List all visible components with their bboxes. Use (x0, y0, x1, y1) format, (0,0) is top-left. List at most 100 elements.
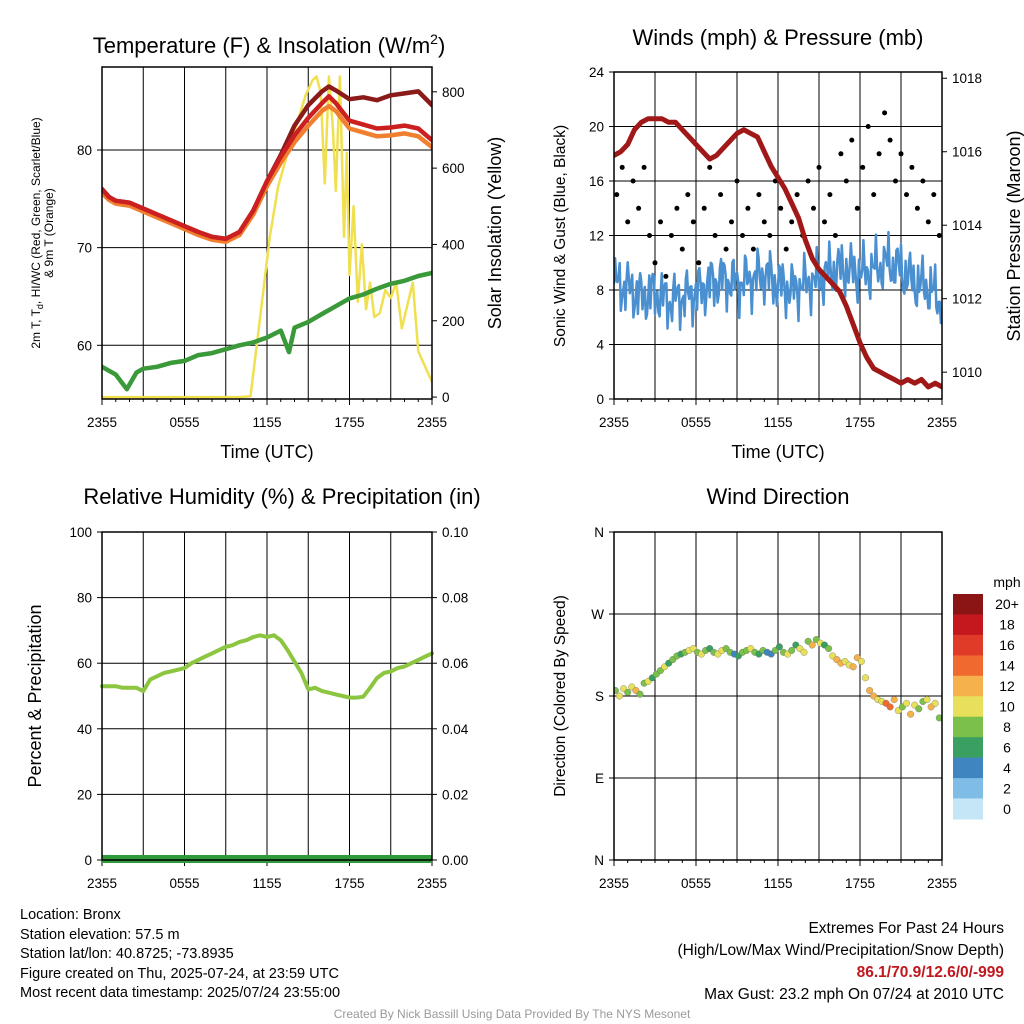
gust-point (783, 246, 789, 252)
y-tick-label: 60 (77, 656, 92, 671)
gust-point (636, 205, 642, 211)
gust-point (925, 219, 931, 225)
x-tick-label: 2355 (599, 415, 629, 430)
x-tick-label: 1755 (334, 415, 364, 430)
y2-tick-label: 0.10 (442, 525, 468, 540)
series-solar-insolation (102, 75, 432, 399)
gust-point (674, 205, 680, 211)
gust-point (707, 164, 713, 170)
gust-point (641, 164, 647, 170)
gust-point (647, 233, 652, 238)
gust-point (898, 151, 904, 157)
gust-point (893, 178, 898, 184)
y2-tick-label: 1010 (952, 365, 982, 380)
direction-point (616, 692, 623, 700)
colorbar-swatch (953, 778, 983, 800)
y-tick-label: N (594, 525, 604, 540)
extremes-panel: Extremes For Past 24 Hours (High/Low/Max… (678, 918, 1005, 1006)
direction-point (903, 699, 910, 707)
y2-axis-label: Station Pressure (Maroon) (1004, 130, 1024, 341)
direction-point (862, 674, 869, 682)
colorbar-label: 8 (1003, 719, 1011, 735)
y-tick-label: N (594, 853, 604, 868)
direction-point (808, 641, 816, 649)
gust-point (652, 260, 658, 266)
gust-point (822, 219, 827, 225)
y2-tick-label: 0.08 (442, 591, 468, 606)
gust-point (843, 178, 849, 184)
gust-point (805, 178, 811, 184)
y-tick-label: 4 (596, 338, 604, 353)
colorbar-label: 10 (999, 699, 1015, 715)
colorbar-swatch (953, 614, 983, 636)
x-tick-label: 1755 (334, 876, 364, 891)
panel-wind-direction: N E S W N 2355 0555 1155 1755 2355 Wind Direction D… (552, 484, 1021, 891)
direction-point (923, 696, 931, 704)
colorbar-label: 0 (1003, 801, 1011, 817)
direction-points (614, 636, 942, 722)
y2-tick-label: 0.02 (442, 787, 468, 802)
colorbar-swatch (953, 634, 983, 656)
y2-tick-label: 1018 (952, 71, 982, 86)
x-axis-label: Time (UTC) (220, 442, 313, 462)
colorbar-swatch (953, 655, 983, 677)
chart-title: Relative Humidity (%) & Precipitation (i… (83, 484, 480, 509)
chart-title: Temperature (F) & Insolation (W/m2) (93, 31, 446, 58)
extremes-title: Extremes For Past 24 Hours (808, 920, 1004, 937)
y-tick-label: 0 (596, 392, 604, 407)
y-tick-label: 80 (77, 591, 92, 606)
direction-point (636, 690, 644, 698)
chart-title: Winds (mph) & Pressure (mb) (633, 25, 924, 50)
gust-point (761, 219, 767, 225)
direction-point (614, 687, 619, 694)
y-axis-label-line-2: & 9m T (Orange) (42, 188, 56, 278)
x-tick-label: 1755 (845, 876, 875, 891)
series-sonic-wind (614, 230, 942, 332)
gust-point (914, 205, 920, 211)
figure-created: Figure created on Thu, 2025-07-24, at 23… (20, 965, 339, 982)
gust-point (794, 192, 800, 198)
temperature-series (102, 75, 432, 399)
y2-tick-label: 0.06 (442, 656, 468, 671)
x-tick-label: 2355 (87, 415, 117, 430)
gust-point (882, 110, 888, 116)
direction-point (907, 710, 915, 718)
x-tick-label: 1155 (763, 415, 792, 430)
colorbar-label: 18 (999, 617, 1015, 633)
y-axis-label: 2m T, Td, HI/WC (Red, Green, Scarlet/Blu… (29, 117, 56, 348)
gust-point (860, 164, 866, 170)
y-axis-label: Direction (Colored By Speed) (552, 595, 569, 797)
y-tick-label: 80 (77, 143, 92, 158)
colorbar-label: 6 (1003, 739, 1011, 755)
station-info: Location: Bronx Station elevation: 57.5 … (20, 906, 340, 1004)
gust-point (619, 164, 625, 170)
panel-humidity: 0 20 40 60 80 100 0.00 0.02 0.04 0.06 0.08 0.10 2355… (25, 484, 481, 891)
direction-point (825, 645, 833, 653)
y2-tick-label: 600 (442, 161, 465, 176)
station-latlon: Station lat/lon: 40.8725; -73.8935 (20, 946, 234, 963)
x-tick-label: 0555 (169, 876, 199, 891)
max-gust: Max Gust: 23.2 mph On 07/24 at 2010 UTC (704, 986, 1004, 1003)
chart-title: Wind Direction (706, 484, 849, 509)
x-tick-label: 2355 (87, 876, 117, 891)
y-tick-label: 8 (596, 283, 604, 298)
gust-point (767, 233, 773, 238)
panel-winds: 0 4 8 12 16 20 24 1010 1012 1014 1016 1018 2355 0555 1… (552, 25, 1024, 462)
gust-point (756, 192, 762, 198)
gust-point (827, 192, 833, 198)
gust-point (838, 151, 844, 157)
y2-tick-label: 200 (442, 314, 465, 329)
direction-point (935, 714, 942, 722)
winds-series (614, 110, 942, 390)
x-tick-label: 0555 (681, 876, 711, 891)
y-tick-label: 20 (589, 120, 604, 135)
gust-point (750, 246, 756, 252)
y-tick-label: 0 (84, 853, 92, 868)
colorbar-label: 14 (999, 658, 1015, 674)
gust-point (865, 124, 871, 129)
y2-tick-label: 1014 (952, 218, 983, 233)
y-tick-label: 100 (69, 525, 92, 540)
gust-point (849, 137, 855, 143)
y2-axis-label: Solar Insolation (Yellow) (485, 137, 505, 329)
